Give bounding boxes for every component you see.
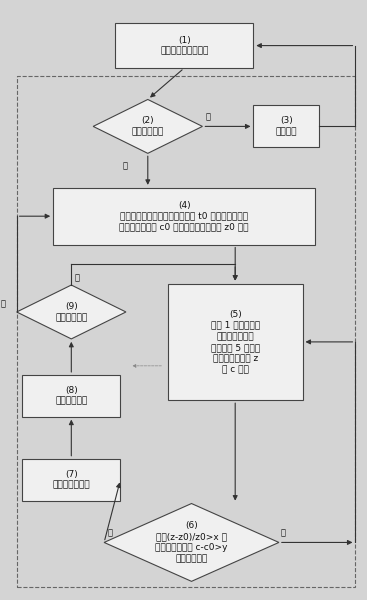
Text: (2)
远力自动投入: (2) 远力自动投入 [132, 116, 164, 136]
Text: (9)
清堵效果达到: (9) 清堵效果达到 [55, 302, 87, 322]
Text: (3)
手动操作: (3) 手动操作 [276, 116, 297, 136]
Text: 否: 否 [206, 112, 211, 121]
FancyBboxPatch shape [168, 284, 302, 400]
Text: (7)
启动液压站电机: (7) 启动液压站电机 [52, 470, 90, 490]
Text: 是: 是 [108, 528, 113, 537]
FancyBboxPatch shape [22, 375, 120, 417]
FancyBboxPatch shape [53, 188, 315, 245]
FancyBboxPatch shape [22, 458, 120, 500]
Text: (1)
开始、控制系统上电: (1) 开始、控制系统上电 [160, 35, 208, 56]
Polygon shape [17, 285, 126, 339]
Text: (6)
如果(z-z0)/z0>x 且
负荷指令不变或 c-c0>y
或欠煤信号来: (6) 如果(z-z0)/z0>x 且 负荷指令不变或 c-c0>y 或欠煤信号… [155, 521, 228, 563]
FancyBboxPatch shape [253, 106, 319, 148]
Text: (8)
开始清堵操作: (8) 开始清堵操作 [55, 386, 87, 406]
Text: (4)
设备初始化。存储负荷指令值在 t0 中、给煤机反馈
值（给煤量）在 c0 中、给煤机转速值在 z0 中。: (4) 设备初始化。存储负荷指令值在 t0 中、给煤机反馈 值（给煤量）在 c0… [120, 200, 249, 232]
Text: (5)
每隔 1 秒分别取转
速值和反馈值一
次，共取 5 次的平
均值，分别存在 z
和 c 中。: (5) 每隔 1 秒分别取转 速值和反馈值一 次，共取 5 次的平 均值，分别存… [211, 310, 260, 374]
Text: 否: 否 [75, 273, 80, 282]
Text: 是: 是 [0, 299, 5, 308]
Polygon shape [104, 503, 279, 581]
Text: 是: 是 [122, 161, 127, 170]
Text: 否: 否 [281, 528, 286, 537]
Polygon shape [93, 100, 203, 154]
FancyBboxPatch shape [115, 23, 253, 68]
